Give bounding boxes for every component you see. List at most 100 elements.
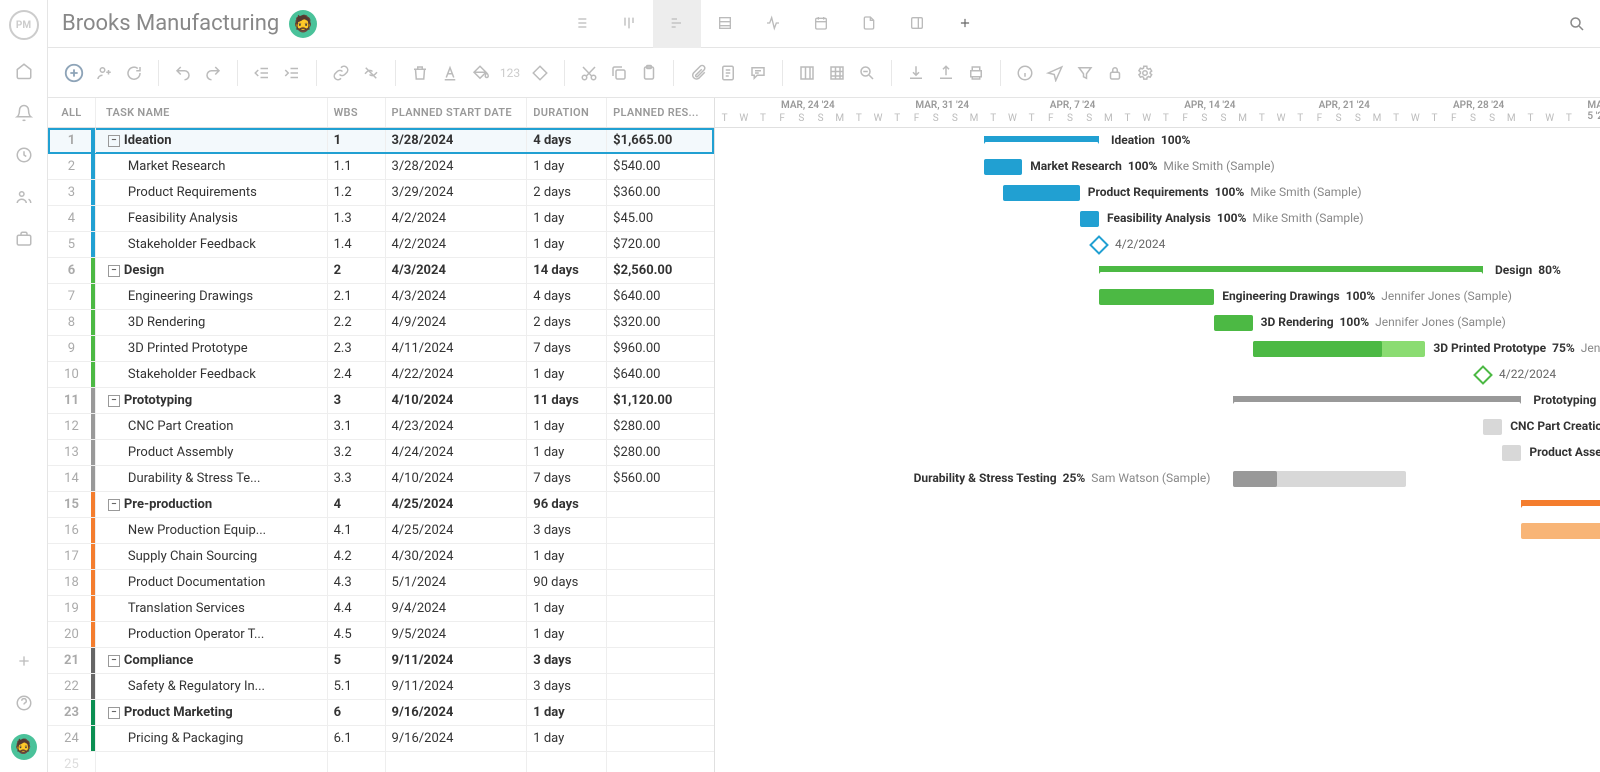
task-row[interactable]: 93D Printed Prototype2.34/11/20247 days$… xyxy=(48,336,714,362)
task-row[interactable]: 4Feasibility Analysis1.34/2/20241 day$45… xyxy=(48,206,714,232)
view-list-icon[interactable] xyxy=(557,0,605,48)
grid-icon[interactable] xyxy=(825,61,849,85)
text-color-icon[interactable] xyxy=(438,61,462,85)
gantt-row xyxy=(715,674,1600,700)
gantt-task-bar[interactable] xyxy=(1502,445,1521,461)
print-icon[interactable] xyxy=(964,61,988,85)
add-task-icon[interactable] xyxy=(62,61,86,85)
assign-icon[interactable] xyxy=(92,61,116,85)
view-file-icon[interactable] xyxy=(845,0,893,48)
info-icon[interactable] xyxy=(1013,61,1037,85)
gantt-task-bar[interactable] xyxy=(1253,341,1426,357)
task-row[interactable]: 11−Prototyping34/10/202411 days$1,120.00 xyxy=(48,388,714,414)
task-row[interactable]: 83D Rendering2.24/9/20242 days$320.00 xyxy=(48,310,714,336)
task-row[interactable]: 7Engineering Drawings2.14/3/20244 days$6… xyxy=(48,284,714,310)
task-row[interactable]: 16New Production Equip...4.14/25/20243 d… xyxy=(48,518,714,544)
filter-icon[interactable] xyxy=(1073,61,1097,85)
help-icon[interactable] xyxy=(13,692,35,714)
copy-icon[interactable] xyxy=(607,61,631,85)
task-row[interactable]: 13Product Assembly3.24/24/20241 day$280.… xyxy=(48,440,714,466)
trash-icon[interactable] xyxy=(408,61,432,85)
project-title: Brooks Manufacturing xyxy=(62,11,279,36)
gantt-task-bar[interactable] xyxy=(1483,419,1502,435)
lock-icon[interactable] xyxy=(1103,61,1127,85)
undo-icon[interactable] xyxy=(171,61,195,85)
cut-icon[interactable] xyxy=(577,61,601,85)
view-board-icon[interactable] xyxy=(605,0,653,48)
attach-icon[interactable] xyxy=(686,61,710,85)
task-row[interactable]: 5Stakeholder Feedback1.44/2/20241 day$72… xyxy=(48,232,714,258)
bell-icon[interactable] xyxy=(13,102,35,124)
gantt-task-bar[interactable] xyxy=(1003,185,1080,201)
people-icon[interactable] xyxy=(13,186,35,208)
columns-icon[interactable] xyxy=(795,61,819,85)
app-logo[interactable]: PM xyxy=(9,10,39,40)
view-add-icon[interactable] xyxy=(941,0,989,48)
gantt-summary-bar[interactable] xyxy=(1233,396,1521,402)
export-icon[interactable] xyxy=(934,61,958,85)
comment-icon[interactable] xyxy=(746,61,770,85)
send-icon[interactable] xyxy=(1043,61,1067,85)
view-gantt-icon[interactable] xyxy=(653,0,701,48)
import-icon[interactable] xyxy=(904,61,928,85)
gantt-task-bar[interactable] xyxy=(1099,289,1214,305)
gantt-task-bar[interactable] xyxy=(984,159,1022,175)
task-row[interactable]: 18Product Documentation4.35/1/202490 day… xyxy=(48,570,714,596)
col-header-resource[interactable]: PLANNED RES... xyxy=(607,98,714,127)
task-row[interactable]: 3Product Requirements1.23/29/20242 days$… xyxy=(48,180,714,206)
gantt-milestone[interactable] xyxy=(1089,235,1109,255)
fill-icon[interactable] xyxy=(468,61,492,85)
search-icon[interactable] xyxy=(1568,15,1586,33)
notes-icon[interactable] xyxy=(716,61,740,85)
gantt-task-bar[interactable] xyxy=(1214,315,1252,331)
col-header-wbs[interactable]: WBS xyxy=(328,98,386,127)
gantt-task-bar[interactable] xyxy=(1233,471,1406,487)
col-header-start[interactable]: PLANNED START DATE xyxy=(386,98,528,127)
task-row[interactable]: 17Supply Chain Sourcing4.24/30/20241 day xyxy=(48,544,714,570)
gantt-summary-bar[interactable] xyxy=(1099,266,1483,272)
task-row[interactable]: 15−Pre-production44/25/202496 days xyxy=(48,492,714,518)
task-row[interactable]: 23−Product Marketing69/16/20241 day xyxy=(48,700,714,726)
clock-icon[interactable] xyxy=(13,144,35,166)
briefcase-icon[interactable] xyxy=(13,228,35,250)
task-row[interactable]: 20Production Operator T...4.59/5/20241 d… xyxy=(48,622,714,648)
gantt-task-bar[interactable] xyxy=(1521,523,1600,539)
task-row[interactable]: 22Safety & Regulatory In...5.19/11/20243… xyxy=(48,674,714,700)
view-activity-icon[interactable] xyxy=(749,0,797,48)
indent-icon[interactable] xyxy=(280,61,304,85)
gantt-summary-bar[interactable] xyxy=(984,136,1099,142)
refresh-icon[interactable] xyxy=(122,61,146,85)
shape-icon[interactable] xyxy=(528,61,552,85)
view-sheet-icon[interactable] xyxy=(701,0,749,48)
user-avatar[interactable]: 🧔 xyxy=(11,734,37,760)
task-row[interactable]: 12CNC Part Creation3.14/23/20241 day$280… xyxy=(48,414,714,440)
gantt-summary-bar[interactable] xyxy=(1521,500,1600,506)
task-row[interactable]: 6−Design24/3/202414 days$2,560.00 xyxy=(48,258,714,284)
gantt-task-bar[interactable] xyxy=(1080,211,1099,227)
redo-icon[interactable] xyxy=(201,61,225,85)
home-icon[interactable] xyxy=(13,60,35,82)
col-header-name[interactable]: TASK NAME xyxy=(96,98,328,127)
gantt-milestone[interactable] xyxy=(1473,365,1493,385)
task-row[interactable]: 19Translation Services4.49/4/20241 day xyxy=(48,596,714,622)
paste-icon[interactable] xyxy=(637,61,661,85)
task-row[interactable]: 14Durability & Stress Te...3.34/10/20247… xyxy=(48,466,714,492)
col-header-all[interactable]: ALL xyxy=(48,98,96,127)
task-row[interactable]: 2Market Research1.13/28/20241 day$540.00 xyxy=(48,154,714,180)
link-icon[interactable] xyxy=(329,61,353,85)
col-header-duration[interactable]: DURATION xyxy=(527,98,607,127)
task-row[interactable]: 10Stakeholder Feedback2.44/22/20241 day$… xyxy=(48,362,714,388)
task-row[interactable]: 24Pricing & Packaging6.19/16/20241 day xyxy=(48,726,714,752)
task-row[interactable]: 1−Ideation13/28/20244 days$1,665.00 xyxy=(48,128,714,154)
task-row[interactable]: 21−Compliance59/11/20243 days xyxy=(48,648,714,674)
project-avatar[interactable]: 🧔 xyxy=(289,10,317,38)
unlink-icon[interactable] xyxy=(359,61,383,85)
plus-icon[interactable] xyxy=(13,650,35,672)
view-panel-icon[interactable] xyxy=(893,0,941,48)
view-calendar-icon[interactable] xyxy=(797,0,845,48)
number-icon[interactable]: 123 xyxy=(498,61,522,85)
outdent-icon[interactable] xyxy=(250,61,274,85)
zoom-icon[interactable] xyxy=(855,61,879,85)
gear-icon[interactable] xyxy=(1133,61,1157,85)
left-nav-rail: PM 🧔 xyxy=(0,0,48,772)
